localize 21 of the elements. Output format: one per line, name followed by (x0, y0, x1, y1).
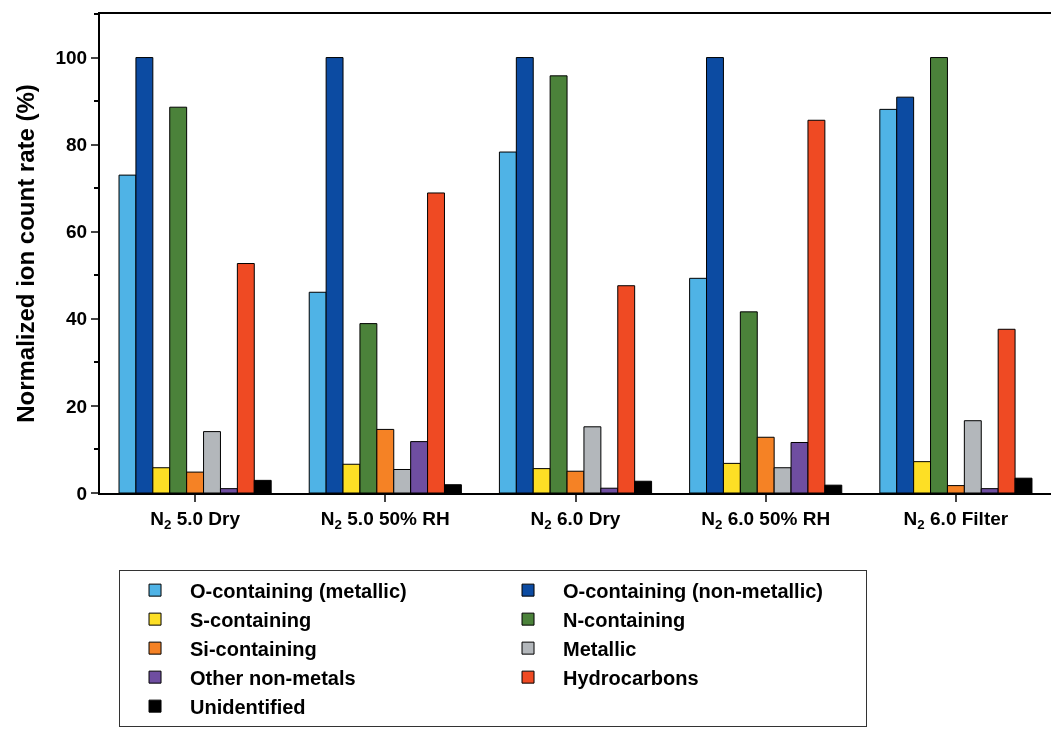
legend-label: Unidentified (190, 695, 306, 718)
y-tick-label: 0 (76, 482, 88, 504)
legend-label: S-containing (190, 608, 312, 631)
legend-label: Hydrocarbons (563, 666, 699, 689)
y-tick-label: 100 (55, 47, 88, 69)
x-tick-label: N$_{2}$ 6.0 Dry (530, 507, 621, 532)
y-tick-label: 20 (66, 395, 88, 417)
legend-label: N-containing (563, 608, 686, 631)
x-tick-label: N$_{2}$ 6.0 50% RH (701, 507, 831, 532)
x-tick-label: N$_{2}$ 5.0 50% RH (320, 507, 450, 532)
legend-label: Metallic (563, 637, 637, 660)
y-axis-title: Normalized ion count rate (%) (12, 84, 40, 423)
y-tick-label: 80 (66, 134, 88, 156)
y-tick-label: 60 (66, 221, 88, 243)
legend-label: O-containing (non-metallic) (563, 579, 824, 602)
legend-label: Other non-metals (190, 666, 356, 689)
x-tick-label: N$_{2}$ 6.0 Filter (903, 507, 1009, 532)
y-tick-label: 40 (66, 308, 88, 330)
legend-label: Si-containing (190, 637, 317, 660)
legend-label: O-containing (metallic) (190, 579, 407, 602)
x-tick-label: N$_{2}$ 5.0 Dry (150, 507, 241, 532)
